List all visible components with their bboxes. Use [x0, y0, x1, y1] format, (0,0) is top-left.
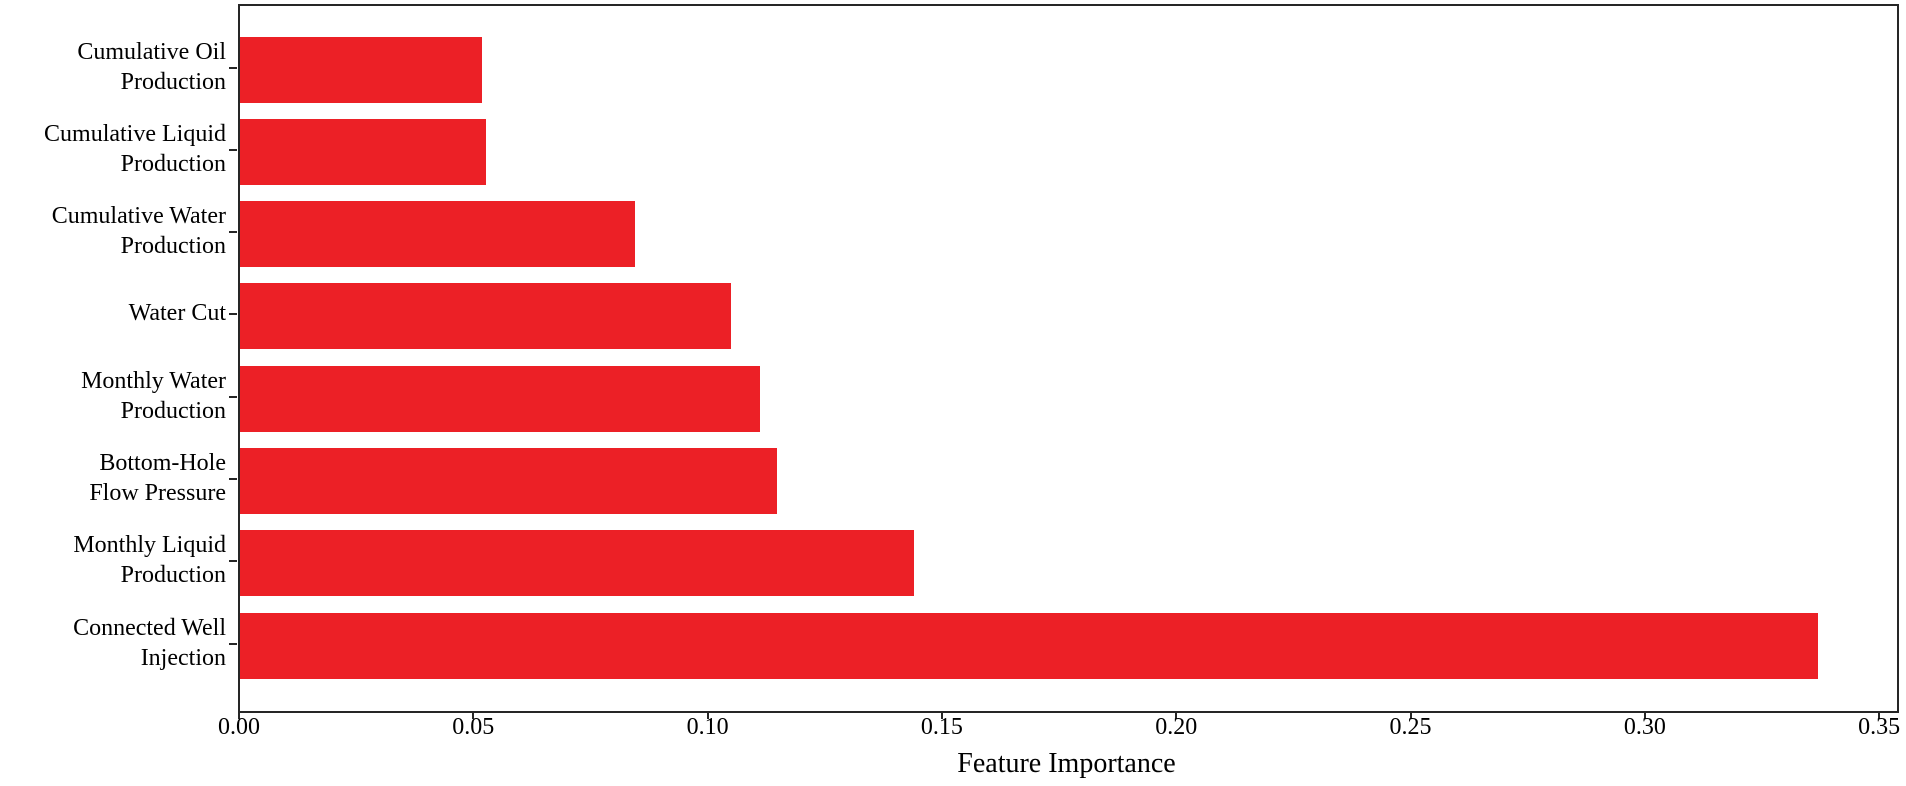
x-tick-mark	[1878, 711, 1881, 719]
x-tick-mark	[238, 711, 240, 719]
bar-water-cut	[240, 283, 732, 350]
plot-area	[238, 4, 1899, 713]
y-tick-label-water-cut: Water Cut	[128, 300, 226, 327]
y-tick-label-connected-well-injection: Connected Well Injection	[73, 614, 226, 671]
x-tick-mark	[1643, 711, 1646, 719]
bar-cumulative-liquid-production	[240, 118, 486, 185]
y-tick-mark	[229, 231, 237, 234]
y-tick-label-cumulative-liquid-production: Cumulative Liquid Production	[44, 120, 226, 177]
bar-cumulative-water-production	[240, 201, 636, 268]
x-tick-label-0.20: 0.20	[1155, 714, 1198, 740]
x-tick-mark	[1175, 711, 1178, 719]
x-tick-label-0.15: 0.15	[920, 714, 963, 740]
x-tick-label-0.35: 0.35	[1858, 714, 1901, 740]
y-tick-mark	[229, 395, 237, 398]
y-tick-mark	[229, 66, 237, 69]
bar-cumulative-oil-production	[240, 36, 482, 103]
y-tick-label-cumulative-water-production: Cumulative Water Production	[51, 203, 226, 260]
y-tick-mark	[229, 642, 237, 645]
x-tick-label-0.10: 0.10	[686, 714, 729, 740]
x-tick-label-0.00: 0.00	[218, 714, 260, 740]
bar-bottom-hole-flow-pressure	[240, 448, 778, 514]
x-tick-label-0.05: 0.05	[452, 714, 495, 740]
x-tick-label-0.25: 0.25	[1389, 714, 1432, 740]
y-tick-mark	[229, 478, 237, 480]
x-tick-mark	[1409, 711, 1412, 719]
y-tick-label-monthly-water-production: Monthly Water Production	[81, 367, 226, 424]
bar-connected-well-injection	[240, 612, 1818, 679]
x-tick-mark	[706, 711, 709, 719]
x-axis-title: Feature Importance	[957, 748, 1176, 779]
x-tick-label-0.30: 0.30	[1623, 714, 1666, 740]
y-tick-mark	[229, 148, 237, 151]
y-tick-mark	[229, 560, 237, 563]
bar-monthly-liquid-production	[240, 530, 914, 597]
x-tick-mark	[940, 711, 943, 719]
y-tick-mark	[229, 313, 237, 316]
y-tick-label-cumulative-oil-production: Cumulative Oil Production	[77, 38, 226, 95]
x-tick-mark	[472, 711, 475, 719]
y-tick-label-bottom-hole-flow-pressure: Bottom-Hole Flow Pressure	[89, 450, 226, 506]
y-tick-label-monthly-liquid-production: Monthly Liquid Production	[73, 532, 226, 589]
bar-monthly-water-production	[240, 365, 761, 432]
